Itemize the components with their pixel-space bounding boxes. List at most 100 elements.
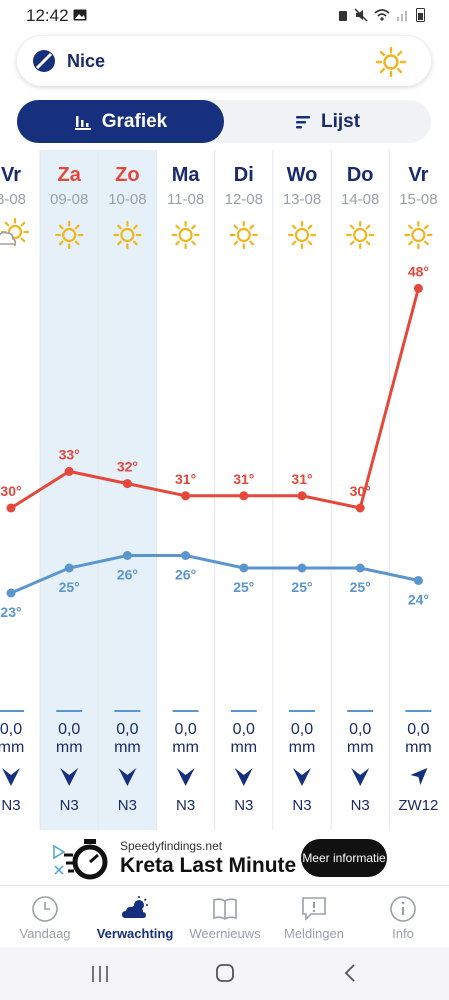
system-navigation: [0, 947, 449, 1000]
max-temp-label: 48°: [408, 263, 429, 279]
tab-grafiek[interactable]: Grafiek: [17, 100, 224, 143]
nav-label-vandaag: Vandaag: [19, 926, 71, 941]
wind-label: N3: [118, 797, 137, 814]
max-temp-point: [122, 479, 132, 489]
max-temp-label: 31°: [233, 471, 254, 487]
sun-icon: [404, 220, 433, 250]
location-bar[interactable]: Nice: [17, 36, 431, 86]
ad-source: Speedyfindings.net: [120, 839, 223, 853]
weekend-highlight: [40, 150, 99, 830]
wind-arrow-icon: [234, 768, 253, 786]
bar-chart-icon: [74, 115, 91, 130]
sun-icon: [346, 220, 375, 250]
day-label: Vr: [408, 164, 428, 186]
status-time: 12:42: [26, 6, 69, 25]
min-temp-point: [181, 551, 191, 560]
date-label: 8-08: [0, 191, 26, 208]
max-temp-line: [10, 288, 420, 510]
tab-lijst[interactable]: Lijst: [224, 100, 431, 143]
precip-unit: mm: [172, 739, 199, 756]
nav-item-info[interactable]: Info: [358, 886, 448, 948]
day-label: Za: [58, 164, 82, 186]
bottom-navigation: Vandaag Verwachting Weernieuws Meldingen…: [0, 885, 449, 948]
min-temp-point: [239, 563, 249, 573]
list-icon: [295, 115, 310, 128]
max-temp-point: [64, 466, 74, 476]
date-label: 13-08: [283, 191, 321, 208]
wind-arrow-icon: [176, 768, 195, 786]
precip-value: 0,0: [116, 721, 138, 738]
image-icon: [73, 9, 87, 21]
status-bar: 12:42: [0, 0, 449, 30]
max-temp-point: [297, 491, 307, 501]
nav-item-meldingen[interactable]: Meldingen: [269, 886, 359, 948]
min-temp-line: [10, 554, 419, 595]
min-temp-label: 25°: [59, 579, 80, 595]
date-label: 11-08: [167, 191, 204, 208]
max-temp-label: 31°: [291, 471, 312, 487]
sun-icon: [55, 220, 84, 250]
precip-value: 0,0: [291, 721, 313, 738]
wind-label: N3: [292, 797, 311, 814]
home-icon[interactable]: [215, 963, 235, 983]
precip-value: 0,0: [174, 721, 196, 738]
max-temp-label: 33°: [59, 446, 80, 462]
max-temp-label: 31°: [175, 471, 196, 487]
wifi-icon: [374, 8, 390, 21]
precip-unit: mm: [405, 739, 432, 756]
precip-unit: mm: [289, 739, 316, 756]
back-icon[interactable]: [343, 963, 357, 983]
wind-label: N3: [351, 797, 370, 814]
nav-item-vandaag[interactable]: Vandaag: [0, 886, 90, 948]
precip-unit: mm: [56, 739, 83, 756]
view-toggle: Grafiek Lijst: [17, 100, 431, 143]
date-label: 14-08: [341, 191, 379, 208]
wind-label: ZW12: [398, 797, 438, 814]
recent-apps-icon[interactable]: [90, 964, 110, 984]
max-temp-label: 30°: [0, 483, 21, 499]
precip-unit: mm: [0, 739, 24, 756]
message-alert-icon: [302, 897, 326, 921]
min-temp-label: 25°: [291, 579, 312, 595]
nav-label-weernieuws: Weernieuws: [189, 926, 261, 941]
min-temp-point: [413, 576, 423, 585]
signal-icon: [397, 10, 407, 21]
min-temp-label: 26°: [175, 567, 196, 583]
ad-info-icon[interactable]: [52, 844, 66, 884]
min-temp-point: [6, 588, 16, 598]
ad-title[interactable]: Kreta Last Minute: [120, 854, 297, 877]
min-temp-point: [122, 551, 132, 560]
min-temp-label: 25°: [350, 579, 371, 595]
ad-more-info-button[interactable]: Meer informatie: [301, 839, 387, 877]
nav-item-verwachting[interactable]: Verwachting: [90, 886, 180, 948]
nav-item-weernieuws[interactable]: Weernieuws: [180, 886, 270, 948]
wind-arrow-icon: [118, 768, 137, 786]
min-temp-label: 23°: [0, 604, 21, 620]
precip-value: 0,0: [349, 721, 371, 738]
min-temp-label: 25°: [233, 579, 254, 595]
cloud-sun-icon: [0, 217, 30, 247]
day-label: Wo: [287, 164, 318, 186]
precip-value: 0,0: [58, 721, 80, 738]
tab-grafiek-label: Grafiek: [101, 110, 168, 132]
mute-icon: [354, 7, 368, 22]
sun-icon: [375, 46, 407, 78]
day-label: Vr: [1, 164, 21, 186]
precip-value: 0,0: [233, 721, 255, 738]
advertisement[interactable]: Speedyfindings.net Kreta Last Minute Mee…: [50, 830, 398, 884]
precip-value: 0,0: [0, 721, 22, 738]
wind-arrow-icon: [410, 768, 428, 785]
day-label: Zo: [115, 164, 139, 186]
wind-arrow-icon: [293, 768, 311, 786]
precip-value: 0,0: [407, 721, 429, 738]
max-temp-point: [239, 491, 249, 501]
day-label: Ma: [172, 164, 201, 186]
day-label: Do: [347, 164, 374, 186]
max-temp-point: [6, 503, 16, 513]
location-globe-icon: [33, 50, 55, 72]
max-temp-label: 30°: [350, 483, 371, 499]
forecast-chart[interactable]: Vr 8-08 30° 23° 0,0 mm N3 Za 09-08 33° 25° 0,0 mm N3 Z…: [0, 150, 449, 830]
day-label: Di: [234, 164, 254, 186]
wind-label: N3: [60, 797, 79, 814]
sun-icon: [229, 220, 258, 250]
